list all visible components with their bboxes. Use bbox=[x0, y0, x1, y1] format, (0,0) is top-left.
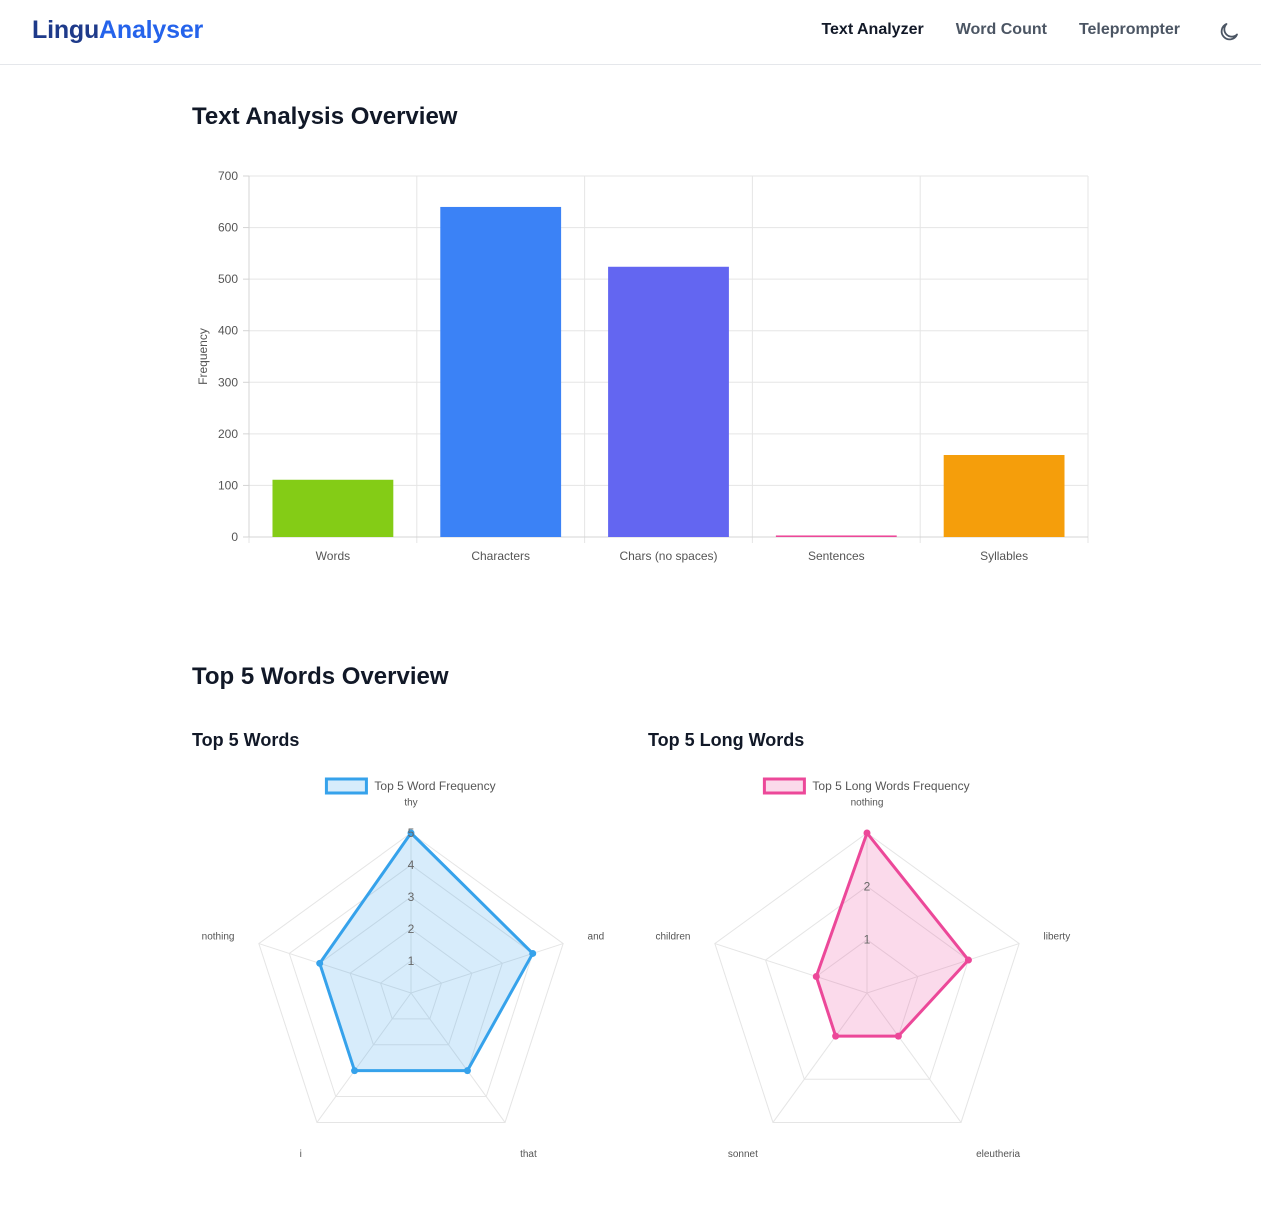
y-tick-label: 500 bbox=[218, 272, 238, 286]
bar bbox=[440, 206, 562, 537]
y-tick-label: 200 bbox=[218, 427, 238, 441]
y-tick-label: 600 bbox=[218, 221, 238, 235]
legend: Top 5 Word Frequency bbox=[324, 777, 496, 795]
radar-grid-ring bbox=[288, 864, 534, 1098]
y-axis-label: Frequency bbox=[196, 328, 210, 385]
radar-spoke bbox=[714, 943, 868, 994]
nav-text-analyzer[interactable]: Text Analyzer bbox=[821, 21, 924, 38]
radar-tick-label: 2 bbox=[408, 922, 415, 936]
radar-spoke bbox=[866, 943, 1020, 994]
x-tick-label: Characters bbox=[471, 549, 530, 563]
radar-data-point bbox=[529, 949, 537, 957]
radar-data-point bbox=[894, 1032, 902, 1040]
legend-swatch bbox=[324, 777, 368, 795]
radar-spoke bbox=[258, 943, 412, 994]
overview-title: Text Analysis Overview bbox=[192, 103, 458, 130]
radar-category-label: liberty bbox=[1044, 932, 1071, 943]
radar-data-point bbox=[863, 829, 871, 837]
nav-word-count[interactable]: Word Count bbox=[955, 21, 1047, 38]
bar bbox=[608, 266, 729, 537]
nav-teleprompter[interactable]: Teleprompter bbox=[1078, 21, 1180, 38]
theme-toggle-button[interactable] bbox=[1217, 20, 1241, 44]
radar-spoke bbox=[316, 992, 412, 1123]
legend-label: Top 5 Long Words Frequency bbox=[812, 779, 969, 793]
radar-category-label: sonnet bbox=[728, 1149, 758, 1160]
y-tick-label: 400 bbox=[218, 324, 238, 338]
radar-category-label: nothing bbox=[202, 932, 235, 943]
radar-chart-top-long-words: Top 5 Long Words Frequency 1 2 nothing liber… bbox=[655, 777, 1071, 1160]
radar-category-label: i bbox=[300, 1149, 302, 1160]
radar-category-label: eleutheria bbox=[976, 1149, 1020, 1160]
y-tick-label: 0 bbox=[231, 530, 238, 544]
moon-icon bbox=[1220, 23, 1238, 41]
x-tick-label: Words bbox=[316, 549, 350, 563]
x-tick-label: Sentences bbox=[808, 549, 865, 563]
y-tick-label: 300 bbox=[218, 375, 238, 389]
x-tick-label: Syllables bbox=[980, 549, 1028, 563]
radar-data-point bbox=[407, 829, 415, 837]
radar-tick-label: 5 bbox=[408, 826, 415, 840]
bar bbox=[943, 455, 1065, 537]
radar-category-label: thy bbox=[404, 797, 417, 808]
y-tick-label: 700 bbox=[218, 169, 238, 183]
radar-grid-ring bbox=[258, 832, 564, 1123]
legend-label: Top 5 Word Frequency bbox=[374, 779, 495, 793]
radar-tick-label: 3 bbox=[408, 890, 415, 904]
radar-data-point bbox=[351, 1067, 359, 1075]
radar-spoke bbox=[866, 992, 962, 1123]
legend-swatch bbox=[762, 777, 806, 795]
radar-tick-label: 1 bbox=[864, 933, 871, 947]
bar-chart: 0 100 200 300 400 500 600 700 Words Characters Cha… bbox=[196, 169, 1089, 563]
radar-category-label: that bbox=[520, 1149, 537, 1160]
radar-spoke bbox=[410, 992, 506, 1123]
y-tick-label: 100 bbox=[218, 478, 238, 492]
radar-data-point bbox=[316, 959, 324, 967]
top-header: LinguAnalyser Text Analyzer Word Count T… bbox=[0, 0, 1261, 65]
radar-tick-label: 1 bbox=[408, 954, 415, 968]
app-logo[interactable]: LinguAnalyser bbox=[32, 16, 203, 45]
radar-spoke bbox=[410, 943, 564, 994]
radar-spoke bbox=[772, 992, 868, 1123]
radar-category-label: nothing bbox=[851, 797, 884, 808]
radar-category-label: children bbox=[655, 932, 690, 943]
radar-chart-top-words: Top 5 Word Frequency 1 2 3 4 5 thy and that i noth… bbox=[202, 777, 605, 1160]
logo-part-lingu: Lingu bbox=[32, 16, 100, 44]
radar-data-point bbox=[832, 1032, 840, 1040]
top5-overview-title: Top 5 Words Overview bbox=[192, 663, 449, 690]
bar bbox=[272, 479, 394, 537]
radar-data-point bbox=[463, 1067, 471, 1075]
radar-category-label: and bbox=[588, 932, 605, 943]
radar-grid-ring bbox=[764, 885, 970, 1080]
bar bbox=[775, 535, 897, 537]
top5-long-words-title: Top 5 Long Words bbox=[648, 730, 805, 750]
radar-grid-ring bbox=[349, 928, 473, 1046]
x-tick-label: Chars (no spaces) bbox=[619, 549, 717, 563]
radar-tick-label: 4 bbox=[408, 858, 415, 872]
radar-data-area bbox=[814, 831, 970, 1038]
logo-part-analyser: Analyser bbox=[99, 16, 204, 44]
radar-grid-ring bbox=[714, 832, 1020, 1123]
radar-tick-label: 2 bbox=[864, 879, 871, 893]
main-nav: Text Analyzer Word Count Teleprompter bbox=[821, 21, 1180, 39]
legend: Top 5 Long Words Frequency bbox=[762, 777, 970, 795]
radar-grid-ring bbox=[379, 960, 443, 1020]
radar-data-point bbox=[964, 956, 972, 964]
radar-data-area bbox=[318, 831, 535, 1073]
top5-words-title: Top 5 Words bbox=[192, 730, 300, 750]
radar-data-point bbox=[812, 973, 820, 981]
